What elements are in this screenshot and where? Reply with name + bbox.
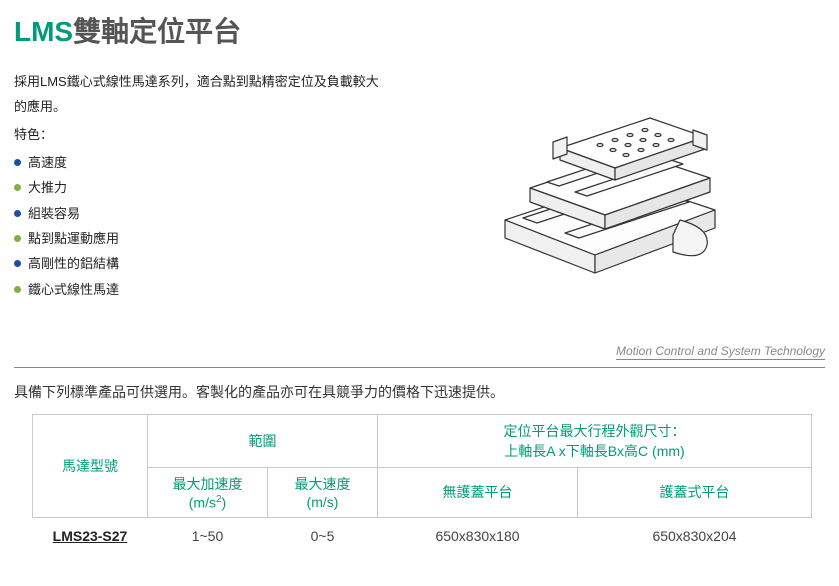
feature-item: 高剛性的鋁結構 [14,251,384,276]
th-dim-line2: 上軸長A x下軸長Bx高C (mm) [504,443,684,459]
product-image [384,70,825,290]
th-open: 無護蓋平台 [378,468,578,518]
th-accel-l2-post: ) [222,495,227,511]
th-accel-l2-pre: (m/s [189,495,216,511]
cell-model[interactable]: LMS23-S27 [33,517,148,550]
model-link[interactable]: LMS23-S27 [53,528,128,544]
th-accel: 最大加速度 (m/s2) [148,468,268,518]
divider-label: Motion Control and System Technology [616,344,825,360]
th-speed-l1: 最大速度 [295,476,351,492]
divider-line [14,367,825,368]
th-motor: 馬達型號 [33,415,148,518]
th-range: 範圍 [148,415,378,468]
th-dim-line1: 定位平台最大行程外觀尺寸： [504,423,686,439]
cell-open: 650x830x180 [378,517,578,550]
feature-item: 鐵心式線性馬達 [14,277,384,302]
spec-table: 馬達型號 範圍 定位平台最大行程外觀尺寸： 上軸長A x下軸長Bx高C (mm)… [32,414,812,550]
features-list: 高速度大推力組裝容易點到點運動應用高剛性的鋁結構鐵心式線性馬達 [14,150,384,302]
th-speed: 最大速度 (m/s) [268,468,378,518]
divider: Motion Control and System Technology [14,344,825,368]
th-speed-l2: (m/s) [307,494,339,510]
th-dimensions: 定位平台最大行程外觀尺寸： 上軸長A x下軸長Bx高C (mm) [378,415,812,468]
feature-item: 大推力 [14,175,384,200]
feature-item: 高速度 [14,150,384,175]
title-accent: LMS [14,16,73,47]
feature-item: 組裝容易 [14,201,384,226]
table-row: LMS23-S27 1~50 0~5 650x830x180 650x830x2… [33,517,812,550]
stage-illustration-icon [475,70,735,290]
intro-text: 採用LMS鐵心式線性馬達系列，適合點到點精密定位及負載較大的應用。 特色： 高速… [14,70,384,302]
intro-block: 採用LMS鐵心式線性馬達系列，適合點到點精密定位及負載較大的應用。 特色： 高速… [14,70,825,302]
feature-item: 點到點運動應用 [14,226,384,251]
cell-accel: 1~50 [148,517,268,550]
cell-speed: 0~5 [268,517,378,550]
features-label: 特色： [14,123,384,148]
th-accel-l1: 最大加速度 [173,476,243,492]
cell-cover: 650x830x204 [578,517,812,550]
sub-description: 具備下列標準產品可供選用。客製化的產品亦可在具競爭力的價格下迅速提供。 [14,382,825,402]
intro-paragraph: 採用LMS鐵心式線性馬達系列，適合點到點精密定位及負載較大的應用。 [14,70,384,119]
title-rest: 雙軸定位平台 [73,16,241,47]
page-title: LMS雙軸定位平台 [14,10,825,50]
th-cover: 護蓋式平台 [578,468,812,518]
